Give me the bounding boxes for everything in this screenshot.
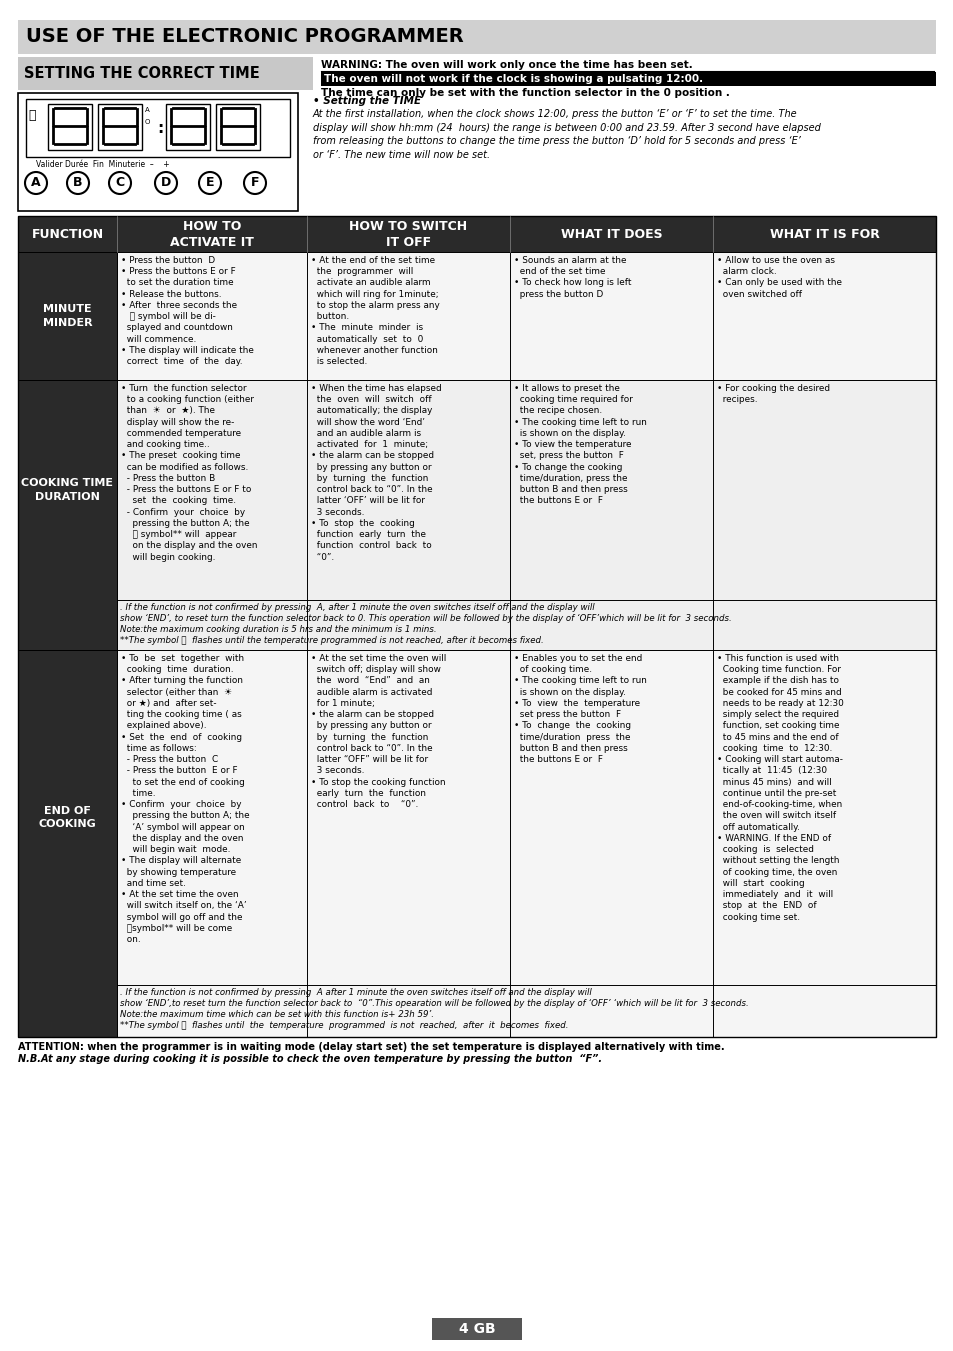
Text: . If the function is not confirmed by pressing  A, after 1 minute the oven switc: . If the function is not confirmed by pr… <box>120 603 731 646</box>
Bar <box>18 20 935 54</box>
Text: The time can only be set with the function selector in the 0 position .: The time can only be set with the functi… <box>320 88 729 99</box>
Circle shape <box>244 172 266 195</box>
Text: FUNCTION: FUNCTION <box>31 227 104 240</box>
Text: A: A <box>31 177 41 189</box>
Text: O: O <box>145 119 151 126</box>
Text: • Turn  the function selector
  to a cooking function (either
  than  ☀  or  ★).: • Turn the function selector to a cookin… <box>121 384 257 562</box>
Text: E: E <box>206 177 214 189</box>
Text: C: C <box>115 177 125 189</box>
Text: HOW TO
ACTIVATE IT: HOW TO ACTIVATE IT <box>170 219 253 249</box>
Bar <box>48 104 91 150</box>
Circle shape <box>67 172 89 195</box>
Bar <box>117 253 935 380</box>
Text: COOKING TIME
DURATION: COOKING TIME DURATION <box>22 478 113 501</box>
Bar <box>18 253 117 380</box>
Text: MINUTE
MINDER: MINUTE MINDER <box>43 304 92 327</box>
Bar <box>18 380 117 650</box>
Text: Valider Durée  Fin  Minuterie  –    +: Valider Durée Fin Minuterie – + <box>36 159 170 169</box>
Text: WARNING: The oven will work only once the time has been set.: WARNING: The oven will work only once th… <box>320 59 692 70</box>
Text: • Setting the TIME: • Setting the TIME <box>313 96 420 105</box>
Circle shape <box>199 172 221 195</box>
Bar <box>18 216 935 1038</box>
Text: At the first installation, when the clock shows 12:00, press the button ‘E’ or ‘: At the first installation, when the cloc… <box>313 109 820 159</box>
Text: • When the time has elapsed
  the  oven  will  switch  off
  automatically; the : • When the time has elapsed the oven wil… <box>311 384 441 562</box>
Text: • Enables you to set the end
  of cooking time.
• The cooking time left to run
 : • Enables you to set the end of cooking … <box>514 654 646 765</box>
Text: WHAT IT IS FOR: WHAT IT IS FOR <box>769 227 879 240</box>
Bar <box>215 104 260 150</box>
Bar <box>18 650 117 1038</box>
Text: • Press the button  D
• Press the buttons E or F
  to set the duration time
• Re: • Press the button D • Press the buttons… <box>121 255 253 366</box>
Bar <box>166 104 210 150</box>
Text: ATTENTION: when the programmer is in waiting mode (delay start set) the set temp: ATTENTION: when the programmer is in wai… <box>18 1042 724 1052</box>
Text: • This function is used with
  Cooking time function. For
  example if the dish : • This function is used with Cooking tim… <box>717 654 842 921</box>
Text: • For cooking the desired
  recipes.: • For cooking the desired recipes. <box>717 384 829 404</box>
Text: 🕐: 🕐 <box>28 109 35 122</box>
Bar <box>18 93 297 211</box>
Text: . If the function is not confirmed by pressing  A after 1 minute the oven switch: . If the function is not confirmed by pr… <box>120 988 748 1031</box>
Bar <box>26 99 290 157</box>
Text: USE OF THE ELECTRONIC PROGRAMMER: USE OF THE ELECTRONIC PROGRAMMER <box>26 27 463 46</box>
Text: B: B <box>73 177 83 189</box>
Circle shape <box>109 172 131 195</box>
Text: • At the end of the set time
  the  programmer  will
  activate an audible alarm: • At the end of the set time the program… <box>311 255 439 366</box>
Bar <box>432 1319 521 1340</box>
Text: WHAT IT DOES: WHAT IT DOES <box>560 227 661 240</box>
Text: A: A <box>145 107 150 113</box>
Circle shape <box>154 172 177 195</box>
Text: • Allow to use the oven as
  alarm clock.
• Can only be used with the
  oven swi: • Allow to use the oven as alarm clock. … <box>717 255 841 299</box>
Bar <box>117 380 935 650</box>
Text: :: : <box>157 122 163 136</box>
Text: HOW TO SWITCH
IT OFF: HOW TO SWITCH IT OFF <box>349 219 467 249</box>
Text: • It allows to preset the
  cooking time required for
  the recipe chosen.
• The: • It allows to preset the cooking time r… <box>514 384 646 505</box>
Text: • At the set time the oven will
  switch off; display will show
  the  word  “En: • At the set time the oven will switch o… <box>311 654 446 809</box>
Bar <box>18 216 935 253</box>
Text: D: D <box>161 177 171 189</box>
Text: • Sounds an alarm at the
  end of the set time
• To check how long is left
  pre: • Sounds an alarm at the end of the set … <box>514 255 631 299</box>
Text: END OF
COOKING: END OF COOKING <box>38 807 96 830</box>
Text: 4 GB: 4 GB <box>458 1323 495 1336</box>
Text: N.B.At any stage during cooking it is possible to check the oven temperature by : N.B.At any stage during cooking it is po… <box>18 1054 601 1065</box>
Text: The oven will not work if the clock is showing a pulsating 12:00.: The oven will not work if the clock is s… <box>324 74 702 84</box>
Bar <box>98 104 142 150</box>
Bar <box>320 72 935 86</box>
Text: F: F <box>251 177 259 189</box>
Bar <box>117 650 935 1038</box>
Bar <box>18 57 313 91</box>
Circle shape <box>25 172 47 195</box>
Text: • To  be  set  together  with
  cooking  time  duration.
• After turning the fun: • To be set together with cooking time d… <box>121 654 250 944</box>
Text: SETTING THE CORRECT TIME: SETTING THE CORRECT TIME <box>24 66 259 81</box>
